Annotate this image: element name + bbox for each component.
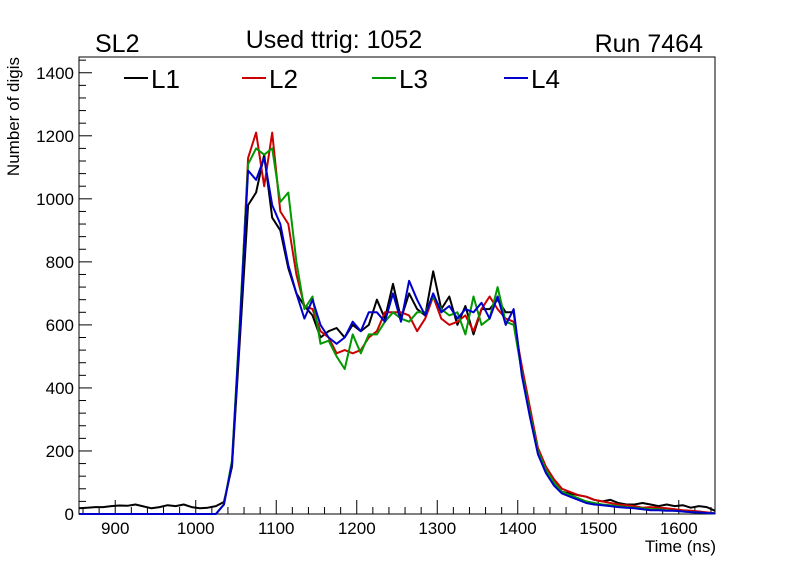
legend-label-l3: L3 (399, 64, 428, 94)
legend-label-l2: L2 (269, 64, 298, 94)
x-tick-label: 1100 (258, 519, 295, 538)
chart-title-center: Used ttrig: 1052 (246, 26, 423, 54)
axis-tick-labels: 900 1000 1100 1200 1300 1400 1500 1600 0 200 400 60… (36, 64, 698, 538)
x-tick-label: 900 (101, 519, 129, 538)
series-line-l1 (78, 153, 716, 512)
x-tick-label: 1300 (418, 519, 456, 538)
y-tick-label: 1000 (36, 190, 74, 209)
x-tick-label: 1500 (579, 519, 617, 538)
x-tick-label: 1000 (177, 519, 215, 538)
series-line-l2 (79, 131, 716, 515)
y-tick-label: 1200 (36, 127, 74, 146)
legend-label-l1: L1 (151, 64, 180, 94)
series-line-l4 (79, 156, 716, 515)
axis-ticks (79, 59, 712, 515)
y-tick-label: 0 (65, 505, 74, 524)
legend: L1 L2 L3 L4 (124, 64, 560, 94)
y-tick-label: 200 (46, 442, 74, 461)
y-tick-label: 800 (46, 253, 74, 272)
series-line-l3 (79, 147, 716, 515)
x-axis-title: Time (ns) (645, 537, 716, 556)
x-tick-label: 1600 (660, 519, 698, 538)
chart-title-left: SL2 (95, 30, 139, 58)
y-axis-title: Number of digis (4, 57, 23, 176)
plot-frame (78, 56, 716, 515)
series-lines (78, 131, 716, 515)
legend-label-l4: L4 (531, 64, 560, 94)
y-tick-label: 1400 (36, 64, 74, 83)
y-tick-label: 400 (46, 379, 74, 398)
chart-title-right: Run 7464 (595, 30, 704, 58)
x-tick-label: 1200 (338, 519, 376, 538)
y-tick-label: 600 (46, 316, 74, 335)
x-tick-label: 1400 (499, 519, 537, 538)
